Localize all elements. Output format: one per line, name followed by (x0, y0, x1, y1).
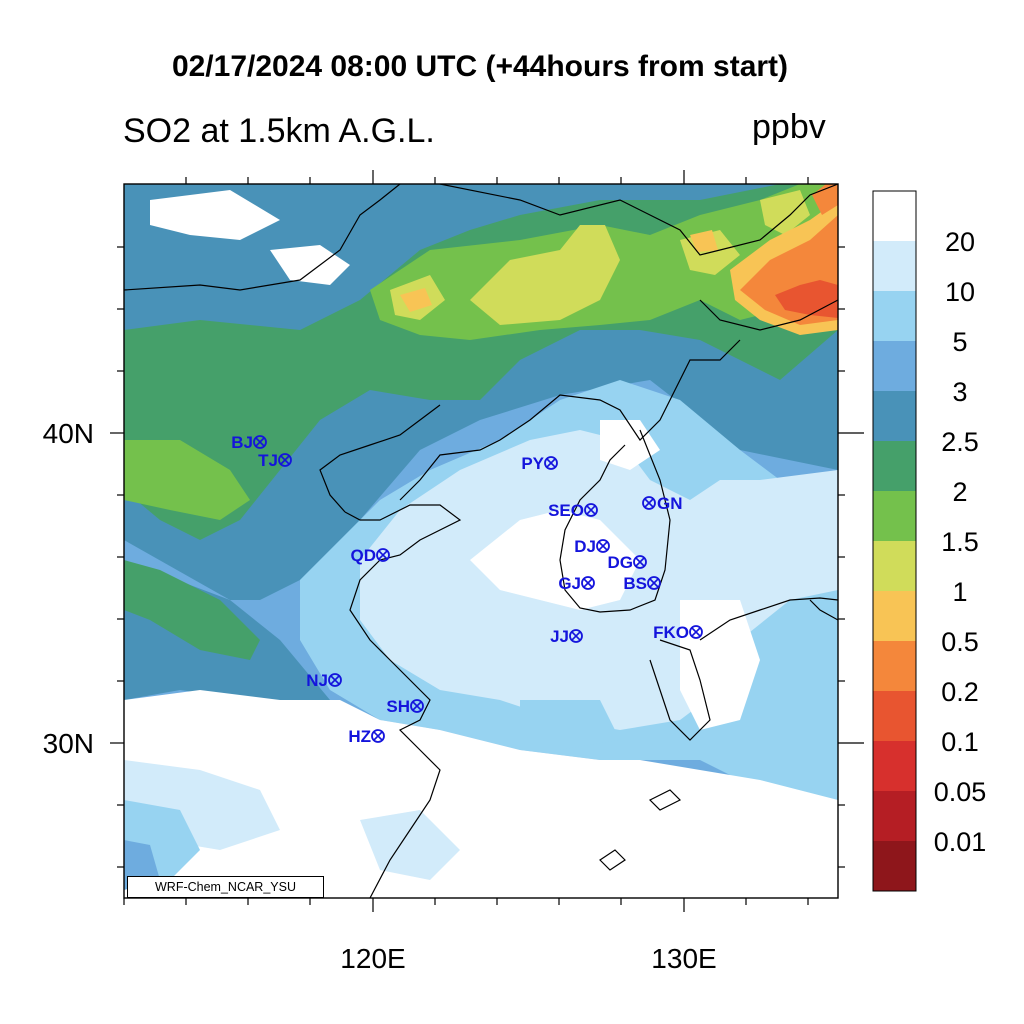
station-label: DJ (574, 537, 596, 556)
station-sh: SH (386, 697, 424, 716)
map-frame (123, 183, 839, 899)
station-marker-icon (642, 496, 656, 510)
colorbar-label: 0.1 (941, 727, 979, 757)
colorbar-swatch-3 (873, 691, 916, 741)
colorbar-swatch-4 (873, 641, 916, 691)
station-label: JJ (550, 627, 569, 646)
station-label: HZ (348, 727, 371, 746)
colorbar-swatch-5 (873, 591, 916, 641)
station-marker-icon (633, 555, 647, 569)
station-seo: SEO (548, 501, 598, 520)
station-label: TJ (258, 451, 278, 470)
station-qd: QD (351, 546, 390, 565)
map-title: 02/17/2024 08:00 UTC (+44hours from star… (171, 50, 789, 83)
station-label: DG (608, 553, 634, 572)
station-marker-icon (253, 435, 267, 449)
station-py: PY (521, 454, 558, 473)
colorbar-label: 0.5 (941, 627, 979, 657)
station-marker-icon (689, 625, 703, 639)
station-marker-icon (569, 629, 583, 643)
station-marker-icon (328, 673, 342, 687)
coastlines (124, 184, 838, 898)
colorbar-label: 0.01 (934, 827, 987, 857)
colorbar-label: 3 (952, 377, 967, 407)
lon-label-130e: 130E (651, 943, 716, 974)
colorbar-swatch-1 (873, 791, 916, 841)
station-label: QD (351, 546, 377, 565)
colorbar-label: 5 (952, 327, 967, 357)
colorbar-frame (872, 190, 917, 892)
colorbar-swatch-13 (873, 191, 916, 241)
station-gn: GN (642, 494, 683, 513)
station-marker-icon (581, 576, 595, 590)
station-markers: BJ TJ PY SEO GN QD DJ DG GJ BS JJ FKO NJ SH HZ (231, 433, 703, 746)
station-marker-icon (544, 456, 558, 470)
units-label: ppbv (752, 108, 826, 146)
colorbar-swatch-8 (873, 441, 916, 491)
colorbar-swatch-9 (873, 391, 916, 441)
colorbar-label: 10 (945, 277, 975, 307)
station-marker-icon (647, 576, 661, 590)
station-marker-icon (376, 548, 390, 562)
colorbar-label: 1.5 (941, 527, 979, 557)
colorbar-label: 1 (952, 577, 967, 607)
colorbar-swatch-7 (873, 491, 916, 541)
station-marker-icon (371, 729, 385, 743)
station-marker-icon (584, 503, 598, 517)
station-label: GN (657, 494, 683, 513)
station-label: BJ (231, 433, 253, 452)
station-tj: TJ (258, 451, 292, 470)
station-hz: HZ (348, 727, 385, 746)
station-bj: BJ (231, 433, 267, 452)
station-bs: BS (623, 574, 661, 593)
station-marker-icon (410, 699, 424, 713)
colorbar-swatch-10 (873, 341, 916, 391)
colorbar-swatch-11 (873, 291, 916, 341)
station-label: NJ (306, 671, 328, 690)
colorbar-label: 20 (945, 227, 975, 257)
colorbar-label: 2 (952, 477, 967, 507)
station-fko: FKO (653, 623, 703, 642)
station-label: PY (521, 454, 544, 473)
colorbar: 0.01 0.05 0.1 0.2 0.5 1 1.5 2 2.5 3 5 10 20 (872, 190, 987, 892)
colorbar-swatch-0 (873, 841, 916, 891)
station-label: SEO (548, 501, 584, 520)
station-label: SH (386, 697, 410, 716)
variable-label: SO2 at 1.5km A.G.L. (123, 112, 435, 150)
model-credit: WRF-Chem_NCAR_YSU (127, 876, 324, 898)
station-gj: GJ (558, 574, 595, 593)
lat-label-40n: 40N (43, 418, 94, 449)
colorbar-swatch-12 (873, 241, 916, 291)
colorbar-swatch-6 (873, 541, 916, 591)
station-nj: NJ (306, 671, 342, 690)
station-dj: DJ (574, 537, 610, 556)
station-label: FKO (653, 623, 689, 642)
station-marker-icon (596, 539, 610, 553)
station-label: GJ (558, 574, 581, 593)
so2-concentration-field (124, 184, 838, 898)
lat-label-30n: 30N (43, 728, 94, 759)
colorbar-label: 0.05 (934, 777, 987, 807)
station-dg: DG (608, 553, 647, 572)
colorbar-label: 2.5 (941, 427, 979, 457)
colorbar-swatch-2 (873, 741, 916, 791)
station-jj: JJ (550, 627, 583, 646)
lon-label-120e: 120E (340, 943, 405, 974)
station-label: BS (623, 574, 647, 593)
colorbar-label: 0.2 (941, 677, 979, 707)
axis-ticks (110, 170, 864, 912)
station-marker-icon (278, 453, 292, 467)
